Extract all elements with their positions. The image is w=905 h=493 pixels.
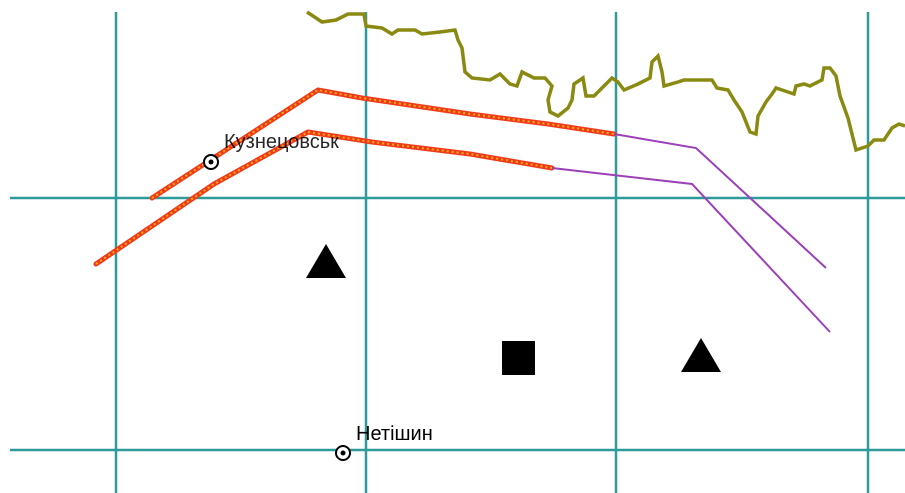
line-segment-highlighted-dots xyxy=(151,88,615,199)
triangle-icon[interactable] xyxy=(681,338,721,372)
grid-lines xyxy=(10,12,905,493)
line-segment-in-scope xyxy=(613,133,827,269)
line-segment-highlighted xyxy=(93,129,555,267)
settlement-netishyn[interactable]: Нетішин xyxy=(335,423,433,461)
settlement-kuznetsovsk[interactable]: Кузнецовськ xyxy=(203,131,339,170)
square-icon[interactable] xyxy=(502,341,535,375)
settlement-marker-icon xyxy=(335,445,351,461)
settlement-marker-icon xyxy=(203,154,219,170)
administrative-border xyxy=(306,10,905,153)
transmission-line-lower xyxy=(93,129,831,333)
place-label-kuznetsovsk: Кузнецовськ xyxy=(224,131,339,153)
place-label-netishyn: Нетішин xyxy=(356,423,433,445)
transmission-line-upper xyxy=(149,87,827,269)
triangle-icon[interactable] xyxy=(306,244,346,278)
line-segment-in-scope xyxy=(551,167,831,333)
